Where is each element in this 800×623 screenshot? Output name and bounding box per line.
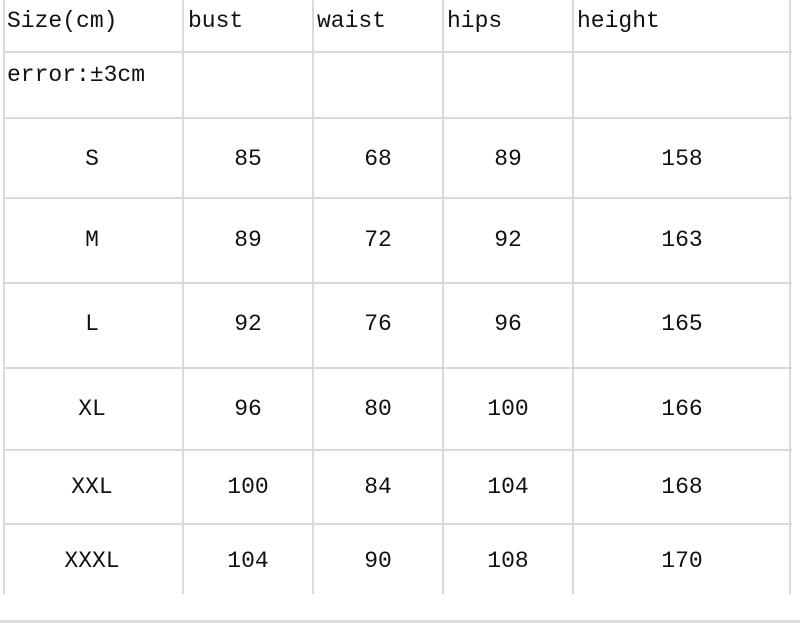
cell-waist: 90 [364,548,392,574]
cell-hips: 89 [494,146,522,172]
header-bust: bust [188,8,244,34]
grid-line [572,0,574,594]
cell-height: 165 [661,311,703,337]
cell-height: 166 [661,396,703,422]
cell-size: M [85,227,99,253]
grid-line [182,0,184,594]
cell-size: XXL [71,474,113,500]
cell-hips: 100 [487,396,529,422]
grid-line [312,0,314,594]
cell-waist: 72 [364,227,392,253]
grid-line [3,367,792,369]
cell-waist: 76 [364,311,392,337]
grid-line [3,282,792,284]
cell-height: 158 [661,146,703,172]
cell-waist: 84 [364,474,392,500]
header-height: height [577,8,660,34]
grid-line [3,0,5,594]
grid-line [3,449,792,451]
cell-height: 168 [661,474,703,500]
cell-hips: 104 [487,474,529,500]
divider [0,620,800,623]
grid-line [442,0,444,594]
cell-size: L [85,311,99,337]
header-waist: waist [317,8,387,34]
cell-bust: 96 [234,396,262,422]
cell-hips: 92 [494,227,522,253]
cell-size: XL [78,396,106,422]
cell-bust: 104 [227,548,269,574]
header-hips: hips [447,8,503,34]
cell-bust: 100 [227,474,269,500]
cell-waist: 68 [364,146,392,172]
cell-bust: 85 [234,146,262,172]
cell-size: S [85,146,99,172]
grid-line [3,197,792,199]
error-note: error:±3cm [7,62,146,88]
grid-line [3,51,792,53]
cell-bust: 92 [234,311,262,337]
cell-hips: 96 [494,311,522,337]
cell-height: 163 [661,227,703,253]
cell-height: 170 [661,548,703,574]
header-size: Size(cm) [7,8,118,34]
grid-line [789,0,791,594]
cell-waist: 80 [364,396,392,422]
cell-hips: 108 [487,548,529,574]
grid-line [3,117,792,119]
cell-size: XXXL [64,548,120,574]
grid-line [3,523,792,525]
cell-bust: 89 [234,227,262,253]
